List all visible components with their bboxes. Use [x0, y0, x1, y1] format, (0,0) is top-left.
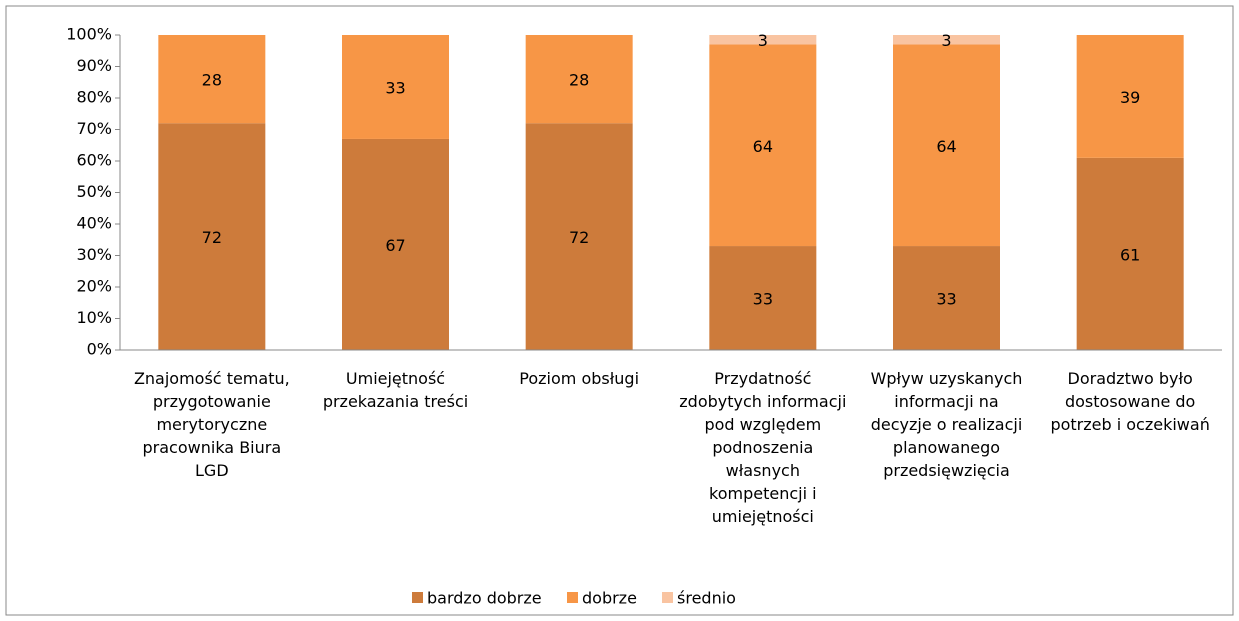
- y-tick-label: 70%: [76, 119, 112, 138]
- data-label: 33: [936, 290, 956, 309]
- x-tick-label: Doradztwo było dostosowane do potrzeb i …: [1050, 369, 1210, 434]
- legend-label: bardzo dobrze: [427, 589, 542, 608]
- y-tick-label: 10%: [76, 308, 112, 327]
- bar-segment: [525, 123, 633, 350]
- bar-segment: [525, 35, 633, 124]
- bar-segment: [158, 123, 266, 350]
- data-label: 33: [753, 290, 773, 309]
- data-label: 64: [936, 137, 956, 156]
- bar-segment: [709, 246, 817, 350]
- y-tick-label: 60%: [76, 151, 112, 170]
- bar-segment: [893, 44, 1000, 247]
- legend-swatch: [662, 592, 673, 603]
- bar-segment: [342, 138, 449, 350]
- bar-segment: [893, 35, 1000, 45]
- data-label: 39: [1120, 88, 1140, 107]
- data-label: 67: [385, 236, 405, 255]
- legend-label: dobrze: [582, 589, 637, 608]
- data-label: 3: [758, 31, 768, 50]
- legend-swatch: [567, 592, 578, 603]
- y-tick-label: 30%: [76, 245, 112, 264]
- bar-segment: [709, 35, 817, 45]
- legend-swatch: [412, 592, 423, 603]
- x-tick-label: Umiejętność przekazania treści: [322, 369, 469, 411]
- data-label: 28: [569, 71, 589, 90]
- data-label: 3: [941, 31, 951, 50]
- x-tick-label: Wpływ uzyskanych informacji na decyzje o…: [870, 369, 1023, 480]
- bar-segment: [709, 44, 817, 247]
- x-tick-label: Poziom obsługi: [519, 369, 640, 388]
- y-tick-label: 50%: [76, 182, 112, 201]
- bar-segment: [158, 35, 266, 124]
- y-tick-label: 90%: [76, 56, 112, 75]
- bar-segment: [1076, 35, 1184, 158]
- y-tick-label: 0%: [87, 340, 112, 359]
- data-label: 28: [202, 71, 222, 90]
- data-label: 72: [202, 228, 222, 247]
- data-label: 33: [385, 78, 405, 97]
- data-label: 72: [569, 228, 589, 247]
- y-tick-label: 20%: [76, 277, 112, 296]
- x-tick-label: Przydatność zdobytych informacji pod wzg…: [679, 369, 847, 526]
- data-label: 61: [1120, 245, 1140, 264]
- x-tick-label: Znajomość tematu, przygotowanie merytory…: [133, 369, 290, 480]
- bar-segment: [893, 246, 1000, 350]
- y-tick-label: 40%: [76, 214, 112, 233]
- legend-label: średnio: [677, 589, 736, 608]
- data-label: 64: [753, 137, 773, 156]
- y-tick-label: 100%: [66, 25, 112, 44]
- bar-segment: [1076, 157, 1184, 350]
- bar-segment: [342, 35, 449, 139]
- y-tick-label: 80%: [76, 88, 112, 107]
